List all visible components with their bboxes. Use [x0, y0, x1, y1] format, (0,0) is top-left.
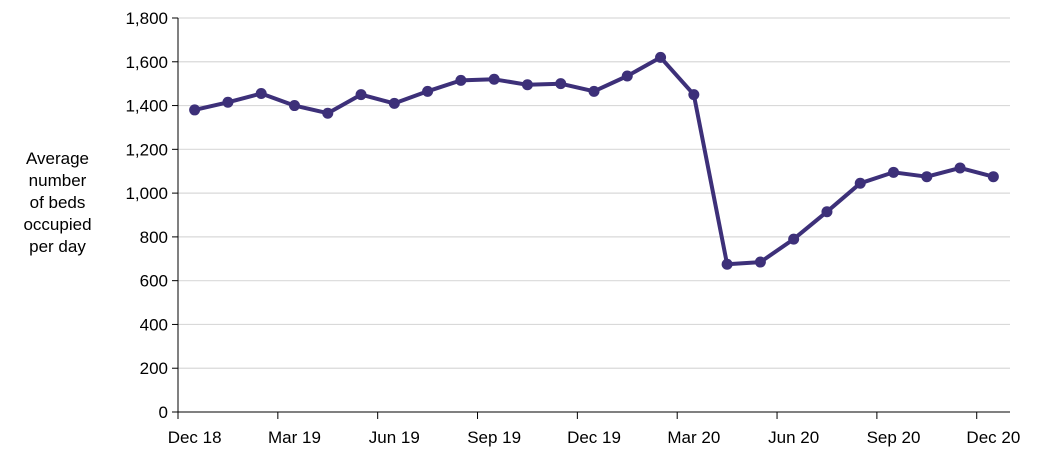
y-tick-label: 1,400 [125, 97, 168, 116]
data-point [888, 166, 900, 178]
data-point [521, 79, 533, 91]
y-tick-labels: 0 200 400 600 800 1,000 1,200 1,400 1,600 1,800 [125, 9, 168, 422]
data-point [355, 89, 367, 101]
y-tick-label: 200 [140, 359, 168, 378]
data-point [655, 51, 667, 63]
data-point [821, 206, 833, 218]
x-tick-label: Jun 19 [369, 428, 420, 447]
y-axis-label-line: number [28, 171, 87, 190]
x-tick-label: Sep 19 [467, 428, 521, 447]
y-tick-label: 1,000 [125, 184, 168, 203]
data-point [255, 88, 267, 100]
data-point [721, 258, 733, 270]
data-point [189, 104, 201, 116]
data-point [788, 233, 800, 245]
y-axis-label-line: of beds [29, 193, 86, 212]
x-tick-labels: Dec 18 Mar 19 Jun 19 Sep 19 Dec 19 Mar 20 Jun … [168, 428, 1021, 447]
data-point [954, 162, 966, 174]
x-tick-label: Sep 20 [867, 428, 921, 447]
data-point [987, 171, 999, 183]
x-tick-label: Dec 20 [966, 428, 1020, 447]
data-point [754, 256, 766, 268]
x-tick-label: Jun 20 [768, 428, 819, 447]
x-tick-label: Dec 18 [168, 428, 222, 447]
data-point [588, 85, 600, 97]
data-point [921, 171, 933, 183]
data-point [455, 74, 467, 86]
data-point [388, 97, 400, 109]
data-point [621, 70, 633, 82]
data-point [288, 100, 300, 112]
y-tick-label: 1,800 [125, 9, 168, 28]
data-point [322, 107, 334, 119]
y-tick-label: 600 [140, 272, 168, 291]
y-tick-label: 1,600 [125, 53, 168, 72]
data-point [488, 73, 500, 85]
data-point [688, 89, 700, 101]
data-point [422, 85, 434, 97]
x-tick-label: Mar 20 [667, 428, 720, 447]
y-tick-label: 1,200 [125, 140, 168, 159]
x-tick-label: Dec 19 [567, 428, 621, 447]
axes [172, 17, 1010, 419]
data-point [854, 177, 866, 189]
y-tick-label: 0 [159, 403, 168, 422]
y-axis-label-line: Average [25, 149, 89, 168]
data-point [222, 96, 234, 108]
y-axis-label-line: occupied [23, 215, 92, 234]
y-axis-label-line: per day [29, 237, 86, 256]
y-axis-label: Average number of beds occupied per day [10, 148, 105, 258]
gridlines [178, 17, 1010, 369]
series [189, 51, 999, 270]
y-tick-label: 400 [140, 315, 168, 334]
x-tick-label: Mar 19 [268, 428, 321, 447]
data-point [555, 78, 567, 90]
y-tick-label: 800 [140, 228, 168, 247]
